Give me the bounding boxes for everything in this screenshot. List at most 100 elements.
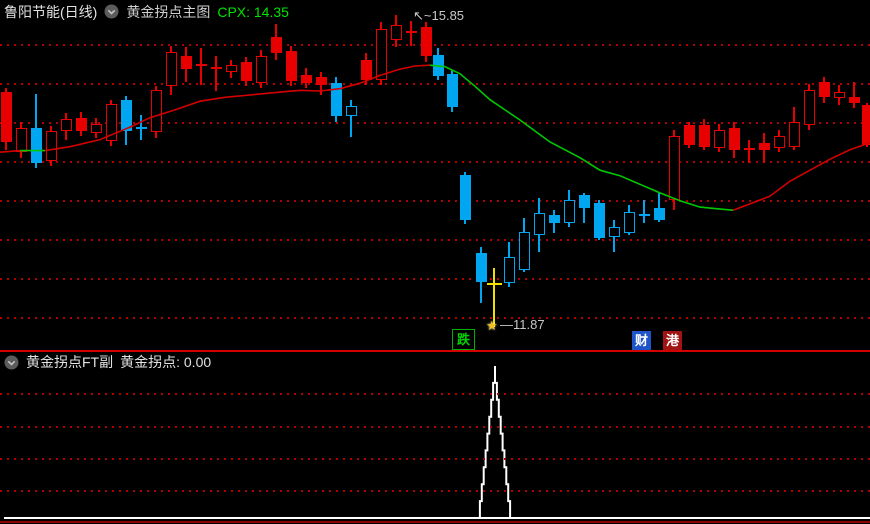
candle-wick — [365, 52, 367, 60]
candle — [504, 257, 515, 284]
candle-wick — [793, 106, 795, 122]
gridline — [0, 490, 870, 492]
candle-wick — [748, 148, 750, 164]
candle-wick — [80, 112, 82, 118]
candle-wick — [553, 210, 555, 215]
gridline — [0, 317, 870, 319]
candle-wick — [95, 117, 97, 124]
candle — [579, 195, 590, 208]
collapse-chevron-icon[interactable] — [4, 355, 19, 370]
candle — [346, 105, 357, 117]
candle-wick — [464, 220, 466, 225]
fall-signal-tag: 跌 — [452, 329, 475, 350]
sub-chart-header: 黄金拐点FT副 黄金拐点: 0.00 — [4, 354, 211, 370]
candle-wick — [628, 204, 630, 212]
candle-wick — [598, 237, 600, 240]
gridline — [0, 239, 870, 241]
candle-wick — [643, 214, 645, 223]
candle-wick — [185, 47, 187, 56]
sub-indicator-value: 黄金拐点: 0.00 — [120, 354, 212, 370]
candle-wick — [866, 145, 868, 147]
candle — [476, 253, 487, 283]
candle-wick — [703, 146, 705, 150]
candle — [226, 65, 237, 73]
candle-wick — [350, 99, 352, 106]
candle-wick — [260, 50, 262, 56]
candle — [61, 119, 72, 131]
candle-wick — [553, 222, 555, 233]
candle-wick — [437, 76, 439, 81]
candle-wick — [410, 21, 412, 31]
candle-wick — [598, 200, 600, 204]
signal-star-icon: ★ — [486, 318, 498, 333]
indicator-spike — [478, 366, 512, 519]
candle — [391, 25, 402, 41]
candle — [181, 55, 192, 70]
candle-wick — [493, 268, 495, 284]
candle — [849, 97, 860, 103]
low-price-annotation: —11.87 — [500, 317, 545, 332]
candle — [91, 123, 102, 134]
candle-wick — [275, 23, 277, 37]
candle-wick — [763, 149, 765, 164]
candle — [549, 214, 560, 223]
cpx-value: CPX: 14.35 — [217, 3, 289, 20]
candle — [744, 148, 755, 151]
candle-wick — [50, 126, 52, 132]
candle-wick — [350, 116, 352, 138]
candle — [16, 127, 27, 153]
candle-wick — [260, 83, 262, 88]
candle-wick — [170, 86, 172, 95]
candle-wick — [451, 69, 453, 74]
candle-wick — [35, 163, 37, 168]
candle-wick — [320, 84, 322, 95]
gridline — [0, 200, 870, 202]
candle-wick — [703, 119, 705, 125]
candle — [331, 83, 342, 117]
indicator-zero-baseline — [4, 517, 870, 519]
candle — [241, 62, 252, 81]
candle-wick — [583, 192, 585, 196]
candle-wick — [658, 220, 660, 222]
annotation-arrow-icon: ↖ — [413, 8, 424, 23]
gridline — [0, 44, 870, 46]
candle — [789, 121, 800, 147]
candle-wick — [480, 247, 482, 254]
candle-wick — [245, 57, 247, 63]
candle — [256, 55, 267, 84]
candle-wick — [35, 94, 37, 128]
candle — [447, 73, 458, 107]
candle — [460, 174, 471, 221]
candle — [301, 75, 312, 84]
candle-wick — [688, 145, 690, 149]
candle-wick — [110, 99, 112, 105]
sub-indicator-chart[interactable] — [0, 352, 870, 524]
candle-wick — [733, 149, 735, 158]
candle — [406, 30, 417, 33]
collapse-chevron-icon[interactable] — [104, 4, 119, 19]
candle-wick — [733, 121, 735, 128]
candle-wick — [290, 80, 292, 87]
main-chart-header: 鲁阳节能(日线) 黄金拐点主图 CPX: 14.35 — [4, 3, 289, 20]
candle-wick — [451, 106, 453, 113]
gridline — [0, 426, 870, 428]
candle-wick — [673, 200, 675, 211]
candle-wick — [643, 200, 645, 215]
candle-wick — [658, 192, 660, 208]
high-price-annotation: ↖~15.85 — [413, 8, 465, 23]
candle — [729, 127, 740, 150]
candle — [136, 127, 147, 130]
candle-wick — [155, 86, 157, 91]
candle-wick — [335, 76, 337, 84]
cai-signal-tag: 财 — [632, 331, 651, 350]
candle-wick — [380, 80, 382, 85]
gridline — [0, 83, 870, 85]
candle-wick — [464, 171, 466, 175]
candle-wick — [613, 236, 615, 252]
candle — [639, 214, 650, 217]
candle-wick — [365, 80, 367, 85]
candle-wick — [583, 207, 585, 223]
candle-wick — [718, 148, 720, 153]
main-candlestick-chart[interactable] — [0, 0, 870, 351]
ma-line-segment — [0, 149, 21, 153]
